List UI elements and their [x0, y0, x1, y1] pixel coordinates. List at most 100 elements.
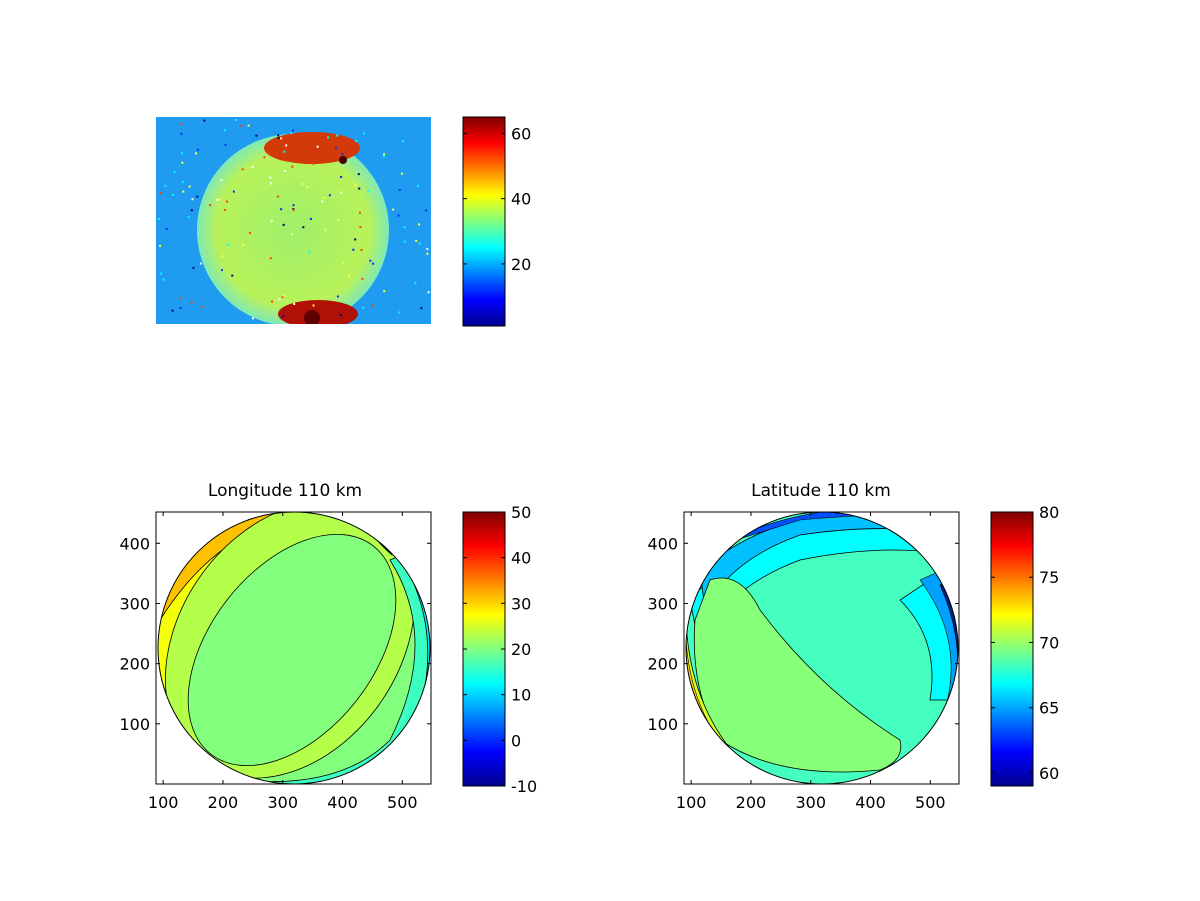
image-speckle — [209, 204, 212, 207]
image-speckle — [196, 195, 199, 198]
image-speckle — [359, 226, 362, 229]
image-speckle — [403, 240, 406, 243]
latitude-title: Latitude 110 km — [751, 481, 891, 501]
latitude-xtick-label: 400 — [855, 793, 886, 812]
image-speckle — [383, 290, 386, 293]
image-speckle — [321, 200, 324, 203]
image-speckle — [234, 119, 237, 122]
image-speckle — [425, 209, 428, 212]
colorbar-longitude: -10 0 10 20 30 40 50 — [462, 503, 537, 796]
image-speckle — [247, 124, 250, 127]
image-speckle — [241, 168, 244, 171]
latitude-xtick-label: 500 — [915, 793, 946, 812]
image-speckle — [179, 297, 182, 300]
image-speckle — [164, 184, 167, 187]
latitude-disk-outline — [685, 511, 959, 785]
latitude-xtick-label: 100 — [676, 793, 707, 812]
image-speckle — [199, 262, 202, 265]
image-speckle — [271, 300, 274, 303]
image-speckle — [392, 208, 395, 211]
image-speckle — [420, 307, 423, 310]
longitude-ytick-label: 100 — [119, 715, 150, 734]
latitude-xtick-label: 300 — [795, 793, 826, 812]
image-speckle — [227, 243, 230, 246]
colorbar-image-tick-label: 60 — [511, 124, 531, 143]
image-speckle — [302, 226, 305, 229]
image-speckle — [241, 243, 244, 246]
image-speckle — [360, 248, 363, 251]
image-speckle — [221, 255, 224, 258]
image-speckle — [415, 239, 418, 242]
latitude-xtick-label: 200 — [736, 793, 767, 812]
colorbar-latitude-tick-label: 75 — [1039, 568, 1059, 587]
image-speckle — [418, 223, 421, 226]
image-speckle — [290, 232, 293, 235]
image-speckle — [218, 198, 221, 201]
image-speckle — [398, 188, 401, 191]
image-speckle — [283, 150, 286, 153]
image-speckle — [358, 211, 361, 214]
image-speckle — [285, 144, 288, 147]
image-speckle — [312, 162, 315, 165]
image-speckle — [171, 309, 174, 312]
image-speckle — [195, 152, 198, 155]
image-speckle — [292, 204, 295, 207]
image-speckle — [400, 172, 403, 175]
colorbar-image-tick-label: 40 — [511, 190, 531, 209]
image-speckle — [222, 269, 225, 272]
colorbar-latitude-tick-label: 60 — [1039, 764, 1059, 783]
image-speckle — [269, 176, 272, 179]
image-speckle — [216, 198, 219, 201]
image-speckle — [181, 180, 184, 183]
image-speckle — [278, 298, 281, 301]
image-speckle — [316, 145, 319, 148]
image-speckle — [173, 171, 176, 174]
longitude-ytick-label: 300 — [119, 594, 150, 613]
latitude-ytick-label: 100 — [647, 715, 678, 734]
image-speckle — [355, 139, 358, 142]
image-speckle — [159, 192, 162, 195]
image-speckle — [270, 220, 273, 223]
image-speckle — [362, 306, 365, 309]
image-speckle — [282, 223, 285, 226]
image-speckle — [277, 134, 280, 137]
longitude-xtick-label: 400 — [327, 793, 358, 812]
colorbar-latitude-tick-label: 80 — [1039, 503, 1059, 522]
image-speckle — [251, 166, 254, 169]
image-speckle — [255, 134, 258, 137]
image-speckle — [192, 266, 195, 269]
image-speckle — [182, 190, 185, 193]
image-speckle — [361, 277, 364, 280]
image-speckle — [371, 304, 374, 307]
longitude-xtick-label: 100 — [148, 793, 179, 812]
image-speckle — [354, 238, 357, 241]
image-speckle — [327, 136, 330, 139]
longitude-ytick-label: 400 — [119, 534, 150, 553]
longitude-title: Longitude 110 km — [208, 481, 362, 501]
image-speckle — [414, 281, 417, 284]
image-speckle — [290, 132, 293, 135]
image-speckle — [248, 231, 251, 234]
longitude-ytick-label: 200 — [119, 655, 150, 674]
image-speckle — [341, 153, 344, 156]
image-speckle — [162, 278, 165, 281]
image-speckle — [337, 218, 340, 221]
latitude-tick-labels: 100 200 300 400 500 100 200 300 400 — [647, 512, 959, 812]
latitude-panel: Latitude 110 km 100 200 300 400 500 100 200 300… — [647, 481, 960, 812]
image-speckle — [224, 143, 227, 146]
colorbar-latitude-tick-label: 65 — [1039, 699, 1059, 718]
colorbar-longitude-tick-label: 30 — [511, 594, 531, 613]
image-speckle — [165, 227, 168, 230]
image-speckle — [283, 170, 286, 173]
image-speckle — [383, 153, 386, 156]
image-speckle — [263, 156, 266, 159]
image-speckle — [291, 129, 294, 132]
image-speckle — [340, 176, 343, 179]
longitude-contours — [158, 512, 430, 784]
image-speckle — [347, 274, 350, 277]
image-speckle — [280, 208, 283, 211]
colorbar-latitude-tick-label: 70 — [1039, 633, 1059, 652]
longitude-panel: Longitude 110 km 100 200 300 400 500 100 200 30… — [119, 481, 432, 812]
colorbar-longitude-tick-label: 20 — [511, 640, 531, 659]
